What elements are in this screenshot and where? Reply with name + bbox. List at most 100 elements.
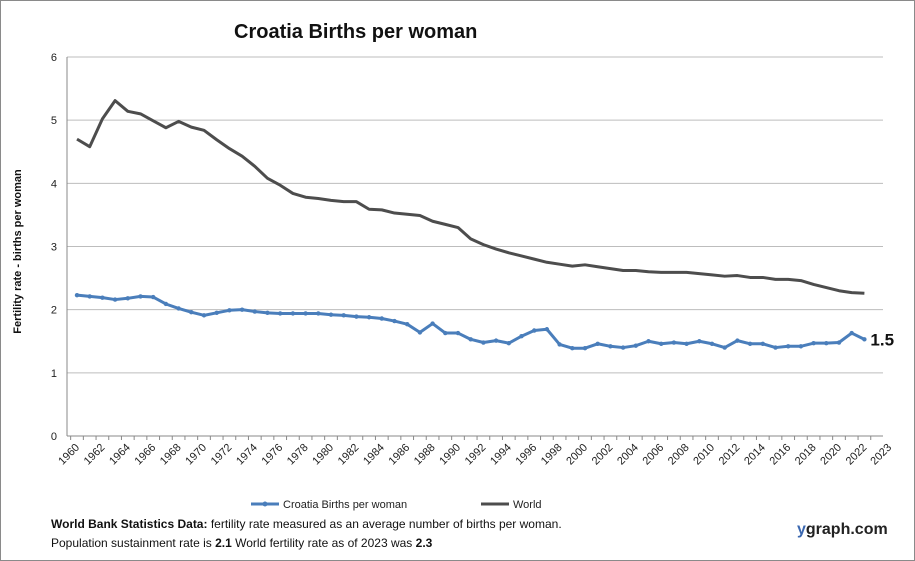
x-tick-label: 1966 xyxy=(133,442,159,468)
data-point xyxy=(151,294,156,300)
x-tick-label: 1974 xyxy=(234,442,260,468)
x-tick-label: 2018 xyxy=(793,442,819,468)
data-point xyxy=(697,339,702,344)
x-tick-label: 1964 xyxy=(107,442,133,468)
data-point xyxy=(557,342,562,347)
data-point xyxy=(252,309,257,314)
x-tick-label: 1984 xyxy=(361,442,387,468)
x-tick-label: 1986 xyxy=(387,442,413,468)
data-point xyxy=(659,341,664,346)
note-text: World fertility rate as of 2023 was xyxy=(231,536,416,550)
data-point xyxy=(379,316,384,321)
data-point xyxy=(709,341,715,346)
y-tick-label: 0 xyxy=(51,431,57,443)
data-point xyxy=(519,333,524,339)
data-point xyxy=(430,321,435,326)
y-tick-label: 2 xyxy=(51,305,57,317)
data-point xyxy=(506,340,511,346)
data-point xyxy=(201,313,207,318)
data-point xyxy=(824,340,829,346)
data-point xyxy=(798,344,804,349)
x-tick-label: 1996 xyxy=(514,442,540,468)
data-point xyxy=(582,345,588,351)
data-point xyxy=(87,294,92,299)
x-tick-label: 2023 xyxy=(868,442,894,468)
data-point xyxy=(189,309,194,315)
data-point xyxy=(493,338,499,343)
series-line xyxy=(76,99,865,295)
brand-logo[interactable]: ygraph.com xyxy=(797,521,888,539)
data-point xyxy=(760,341,765,346)
data-point xyxy=(735,338,740,343)
y-axis-label: Fertility rate - births per woman xyxy=(12,169,24,334)
x-tick-label: 2008 xyxy=(666,442,692,468)
data-point xyxy=(747,341,753,346)
data-point xyxy=(125,296,130,301)
x-tick-label: 2022 xyxy=(844,442,870,468)
data-point xyxy=(239,307,245,312)
data-point xyxy=(646,339,651,344)
chart-title: Croatia Births per woman xyxy=(234,21,478,43)
x-tick-label: 2004 xyxy=(615,442,641,468)
x-tick-label: 1960 xyxy=(56,442,82,468)
data-point xyxy=(849,330,854,336)
legend-label: World xyxy=(513,499,542,511)
data-point xyxy=(278,311,283,316)
data-point xyxy=(265,310,270,316)
x-tick-label: 1994 xyxy=(488,442,514,468)
y-tick-label: 1 xyxy=(51,368,57,380)
x-tick-label: 1978 xyxy=(285,442,311,468)
data-point xyxy=(836,340,842,345)
data-point xyxy=(328,312,334,317)
world-rate-value: 2.3 xyxy=(415,536,433,550)
x-tick-label: 1970 xyxy=(183,442,209,468)
y-tick-label: 6 xyxy=(51,52,57,64)
x-tick-label: 1990 xyxy=(437,442,463,468)
y-tick-label: 4 xyxy=(51,178,57,190)
x-tick-label: 2014 xyxy=(742,442,768,468)
source-note: World Bank Statistics Data: fertility ra… xyxy=(51,517,562,531)
x-tick-label: 1992 xyxy=(463,442,489,468)
data-point xyxy=(544,327,550,332)
legend-label: Croatia Births per woman xyxy=(283,499,407,511)
x-tick-label: 2012 xyxy=(717,442,743,468)
x-tick-label: 1980 xyxy=(310,442,336,468)
brand-rest: graph.com xyxy=(805,521,888,538)
data-point xyxy=(303,311,308,316)
x-tick-label: 1988 xyxy=(412,442,438,468)
data-point xyxy=(481,340,486,345)
x-tick-label: 1968 xyxy=(158,442,184,468)
data-point xyxy=(468,337,473,342)
data-point xyxy=(722,345,727,350)
data-point xyxy=(341,313,346,318)
data-point xyxy=(532,328,537,333)
x-tick-label: 1982 xyxy=(336,442,362,468)
x-tick-label: 1998 xyxy=(539,442,565,468)
data-point xyxy=(620,345,626,350)
data-point xyxy=(455,330,461,336)
x-tick-label: 2002 xyxy=(590,442,616,468)
x-tick-label: 2000 xyxy=(564,442,590,468)
data-point xyxy=(633,343,638,348)
data-point xyxy=(100,295,105,300)
sustainment-note: Population sustainment rate is 2.1 World… xyxy=(51,536,432,550)
data-point xyxy=(176,306,181,311)
legend-marker xyxy=(262,501,268,507)
data-point xyxy=(862,337,867,342)
data-point xyxy=(392,318,397,324)
data-point xyxy=(608,344,613,349)
data-point xyxy=(112,297,118,302)
data-point xyxy=(786,344,791,349)
brand-y: y xyxy=(797,521,806,538)
data-point xyxy=(227,308,232,313)
data-point xyxy=(366,315,372,320)
data-point xyxy=(443,330,448,336)
note-text: Population sustainment rate is xyxy=(51,536,216,550)
data-point xyxy=(138,294,143,299)
x-tick-label: 2016 xyxy=(768,442,794,468)
sustainment-value: 2.1 xyxy=(215,536,232,550)
data-point xyxy=(354,314,359,319)
data-point xyxy=(316,311,321,316)
